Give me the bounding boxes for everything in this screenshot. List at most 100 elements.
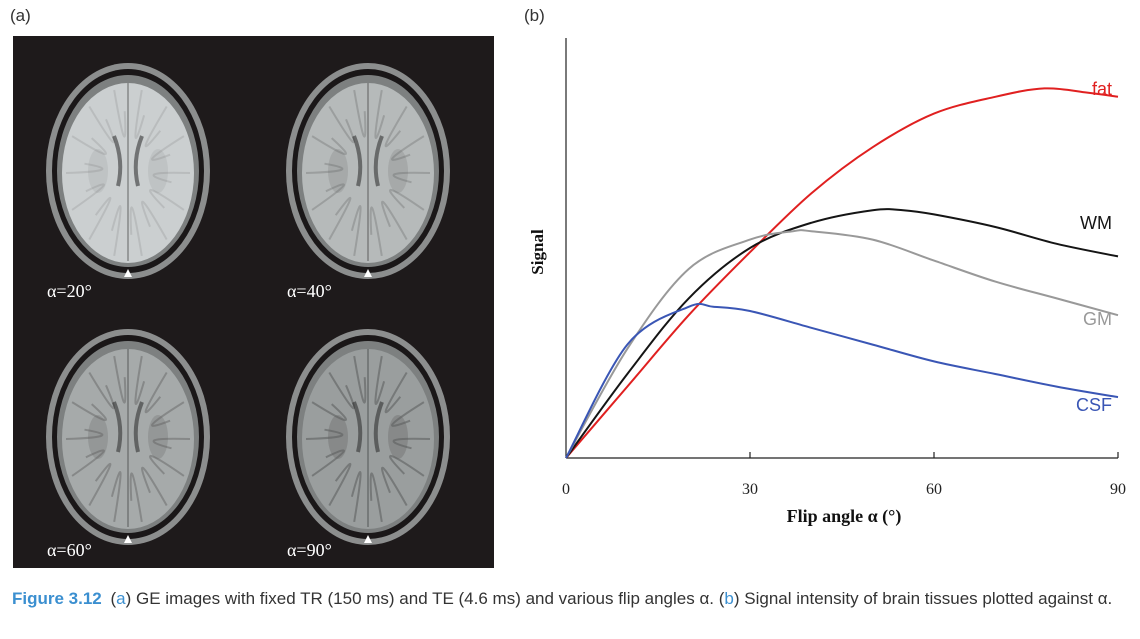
ventricle-left [112, 135, 123, 187]
brain-tissue [62, 83, 194, 263]
brain-tissue [302, 349, 434, 529]
sulcus [110, 471, 122, 523]
sulcus [149, 188, 185, 211]
series-label-fat: fat [1092, 79, 1112, 99]
mri-image-90: α=90° [253, 302, 493, 568]
sulcus [305, 428, 344, 440]
series-line-fat [565, 87, 1119, 459]
sulcus [152, 171, 191, 184]
basal-ganglia [88, 149, 108, 193]
ventricle-left [352, 135, 363, 187]
sulcus [389, 188, 425, 211]
sulcus [311, 449, 345, 477]
basal-ganglia [388, 149, 408, 193]
mri-image-20: α=20° [13, 36, 253, 302]
basal-ganglia [148, 415, 168, 459]
sulcus [311, 401, 347, 422]
x-tick-label: 0 [562, 481, 570, 498]
ventricle-left [112, 401, 123, 453]
sulcus [134, 355, 146, 405]
basal-ganglia [328, 415, 348, 459]
caption-ref-b: b [724, 589, 734, 608]
sulcus [151, 135, 185, 161]
caption-text-2: ) GE images with fixed TR (150 ms) and T… [125, 589, 725, 608]
series-line-wm [565, 208, 1119, 459]
sulcus [381, 467, 408, 506]
sulcus [141, 201, 168, 240]
sulcus [311, 135, 347, 156]
sulcus [353, 89, 367, 138]
figure-caption: Figure 3.12 (a) GE images with fixed TR … [12, 588, 1122, 610]
panel-a-label: (a) [10, 6, 31, 25]
sulcus [71, 183, 105, 211]
sagittal-sinus-marker [364, 535, 372, 543]
series-label-gm: GM [1083, 309, 1112, 329]
sulcus [353, 355, 367, 404]
sulcus [311, 183, 345, 211]
ventricle-right [133, 401, 144, 453]
sulcus [328, 196, 352, 240]
mri-image-panel: α=20° α=40° α=60° α=90° [13, 36, 494, 568]
sulcus [305, 162, 344, 174]
sulcus [384, 105, 408, 148]
panel-b-label: (b) [524, 6, 545, 25]
sulcus [65, 428, 104, 440]
sulcus [350, 205, 362, 257]
flip-angle-label-40: α=40° [287, 281, 332, 301]
sulcus [384, 371, 408, 414]
ventricle-right [373, 401, 384, 453]
sulcus [88, 462, 112, 506]
flip-angle-label-90: α=90° [287, 540, 332, 560]
sulcus [374, 355, 386, 405]
sulcus [392, 437, 431, 450]
sulcus [65, 162, 104, 174]
sulcus [350, 471, 362, 523]
sulcus [151, 401, 185, 427]
sulcus [149, 454, 185, 477]
brain-slice-image [286, 63, 450, 279]
sulcus [144, 105, 168, 148]
sulcus [110, 205, 122, 257]
basal-ganglia [328, 149, 348, 193]
sulcus [392, 171, 431, 184]
sulcus [113, 355, 127, 404]
signal-vs-flip-angle-chart: 0 30 60 90 Flip angle α (°) Signal fat WM GM CSF [528, 38, 1126, 527]
x-tick-label: 60 [926, 481, 942, 498]
ventricle-right [373, 135, 384, 187]
sulcus [88, 371, 115, 410]
caption-text-3: ) Signal intensity of brain tissues plot… [733, 589, 1113, 608]
brain-tissue [62, 349, 194, 529]
sulcus [129, 206, 143, 257]
sulcus [144, 371, 168, 414]
brain-slice-image [46, 63, 210, 279]
x-tick-label: 30 [742, 481, 758, 498]
caption-text-1: ( [110, 589, 117, 608]
sulcus [88, 105, 115, 144]
x-tick-label: 90 [1110, 481, 1126, 498]
sulcus [129, 472, 143, 523]
brain-slice-image [46, 329, 210, 545]
caption-ref-a: a [116, 589, 126, 608]
sulcus [152, 437, 191, 450]
series-label-csf: CSF [1076, 395, 1112, 415]
y-axis-label: Signal [528, 229, 547, 275]
sagittal-sinus-marker [124, 269, 132, 277]
sulcus [369, 472, 383, 523]
ventricle-right [133, 135, 144, 187]
flip-angle-label-20: α=20° [47, 281, 92, 301]
mri-image-40: α=40° [253, 36, 493, 302]
sagittal-sinus-marker [364, 269, 372, 277]
series-line-gm [565, 229, 1119, 459]
sulcus [71, 449, 105, 477]
sulcus [391, 135, 425, 161]
x-axis-label: Flip angle α (°) [787, 506, 902, 527]
basal-ganglia [88, 415, 108, 459]
sulcus [88, 196, 112, 240]
sulcus [389, 454, 425, 477]
sulcus [71, 401, 107, 422]
sulcus [328, 462, 352, 506]
sulcus [328, 371, 355, 410]
sulcus [369, 206, 383, 257]
sulcus [141, 467, 168, 506]
series-label-wm: WM [1080, 213, 1112, 233]
